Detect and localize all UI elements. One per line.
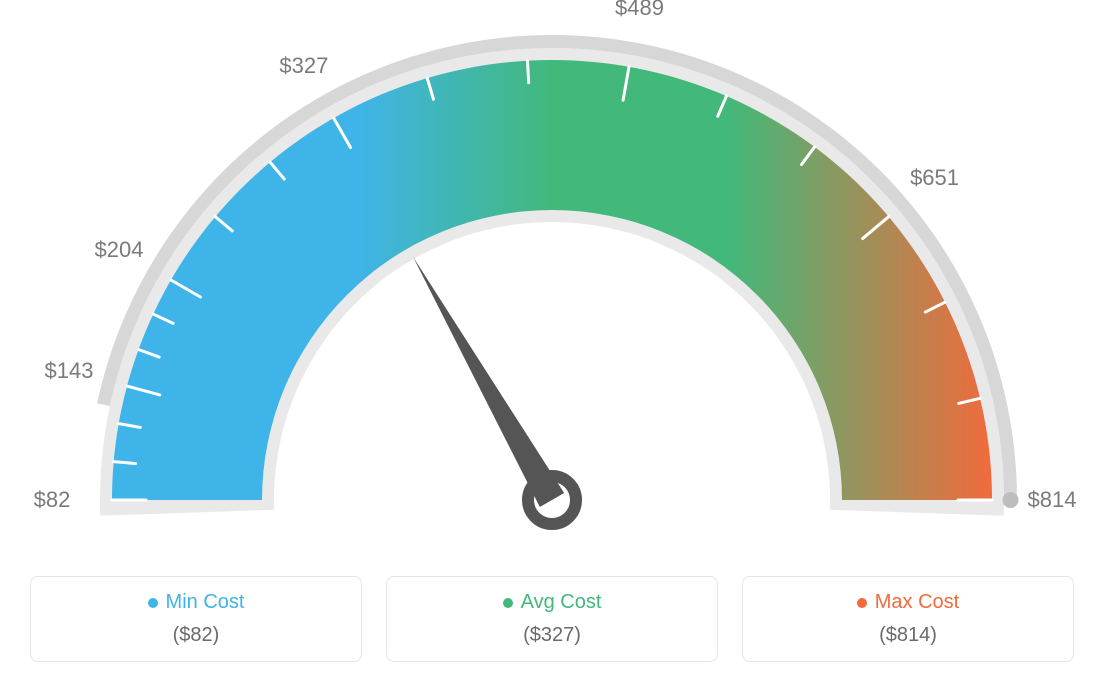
gauge-tick-label: $204 [95,237,144,263]
legend-avg-dot [503,598,513,608]
legend-max-dot [857,598,867,608]
gauge-tick-label: $327 [279,53,328,79]
legend-min-label: Min Cost [166,591,245,614]
legend-avg-value: ($327) [387,624,717,647]
legend-min-card: Min Cost ($82) [30,576,362,662]
gauge-tick-label: $143 [45,358,94,384]
legend-avg-card: Avg Cost ($327) [386,576,718,662]
cost-gauge: $82 $143 $204 $327 $489 $651 $814 [0,0,1104,560]
gauge-tick-label: $814 [1028,487,1077,513]
legend-min-value: ($82) [31,624,361,647]
legend-min-dot [148,598,158,608]
legend-max-card: Max Cost ($814) [742,576,1074,662]
gauge-tick-label: $489 [615,0,664,21]
legend-avg-label: Avg Cost [521,591,602,614]
gauge-tick-label: $82 [34,487,71,513]
legend-max-label: Max Cost [875,591,959,614]
legend: Min Cost ($82) Avg Cost ($327) Max Cost … [30,576,1074,662]
gauge-tick-label: $651 [910,165,959,191]
legend-max-value: ($814) [743,624,1073,647]
gauge-svg [0,0,1104,560]
